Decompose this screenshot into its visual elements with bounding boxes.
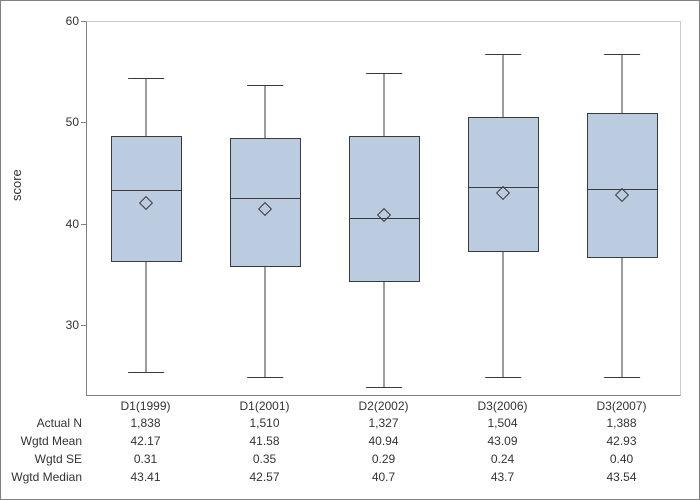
stat-row-label: Wgtd SE bbox=[1, 452, 86, 466]
stat-cell: 0.35 bbox=[253, 452, 276, 466]
whisker-lower bbox=[384, 282, 385, 386]
stat-cell: 1,838 bbox=[130, 416, 160, 430]
stat-cell: 0.31 bbox=[134, 452, 157, 466]
whisker-upper bbox=[384, 73, 385, 136]
stat-cell: 43.09 bbox=[487, 434, 517, 448]
stat-cell: 40.7 bbox=[372, 470, 395, 484]
y-axis-label: score bbox=[9, 169, 24, 201]
box-group bbox=[230, 22, 301, 397]
box-group bbox=[468, 22, 539, 397]
stat-row-label: Wgtd Mean bbox=[1, 434, 86, 448]
stat-cell: 1,388 bbox=[606, 416, 636, 430]
stat-cell: 42.17 bbox=[130, 434, 160, 448]
stat-cell: 41.58 bbox=[249, 434, 279, 448]
median-line bbox=[111, 190, 182, 191]
x-tick-label: D1(2001) bbox=[239, 399, 289, 413]
cap-min bbox=[129, 372, 165, 373]
plot-area bbox=[86, 21, 681, 396]
x-tick-label: D3(2007) bbox=[596, 399, 646, 413]
cap-max bbox=[129, 78, 165, 79]
whisker-lower bbox=[622, 258, 623, 377]
stat-cell: 1,510 bbox=[249, 416, 279, 430]
whisker-lower bbox=[265, 267, 266, 376]
y-tick-mark bbox=[81, 224, 86, 225]
whisker-lower bbox=[503, 252, 504, 377]
x-tick-label: D2(2002) bbox=[358, 399, 408, 413]
stat-row-label: Wgtd Median bbox=[1, 470, 86, 484]
y-tick-label: 50 bbox=[39, 115, 79, 129]
cap-max bbox=[605, 54, 641, 55]
box-group bbox=[587, 22, 658, 397]
x-tick-label: D3(2006) bbox=[477, 399, 527, 413]
box-group bbox=[111, 22, 182, 397]
box-iqr bbox=[587, 113, 658, 258]
cap-max bbox=[486, 54, 522, 55]
stat-cell: 1,327 bbox=[368, 416, 398, 430]
whisker-lower bbox=[146, 262, 147, 371]
cap-max bbox=[248, 85, 284, 86]
median-line bbox=[230, 198, 301, 199]
y-tick-label: 40 bbox=[39, 217, 79, 231]
y-tick-mark bbox=[81, 21, 86, 22]
box-group bbox=[349, 22, 420, 397]
y-tick-label: 30 bbox=[39, 318, 79, 332]
stat-row-label: Actual N bbox=[1, 416, 86, 430]
cap-min bbox=[248, 377, 284, 378]
y-tick-mark bbox=[81, 325, 86, 326]
y-tick-label: 60 bbox=[39, 14, 79, 28]
stat-cell: 0.29 bbox=[372, 452, 395, 466]
stat-cell: 0.24 bbox=[491, 452, 514, 466]
whisker-upper bbox=[622, 54, 623, 113]
cap-max bbox=[367, 73, 403, 74]
chart-root: score Actual N 1,838 1,510 1,327 1,504 1,388 W… bbox=[0, 0, 700, 500]
x-tick-label: D1(1999) bbox=[120, 399, 170, 413]
stat-cell: 42.57 bbox=[249, 470, 279, 484]
stat-cell: 40.94 bbox=[368, 434, 398, 448]
stat-cell: 43.41 bbox=[130, 470, 160, 484]
cap-min bbox=[486, 377, 522, 378]
y-tick-mark bbox=[81, 122, 86, 123]
whisker-upper bbox=[265, 85, 266, 138]
cap-min bbox=[605, 377, 641, 378]
stat-cell: 43.54 bbox=[606, 470, 636, 484]
stat-cell: 43.7 bbox=[491, 470, 514, 484]
stat-cell: 42.93 bbox=[606, 434, 636, 448]
stat-cell: 0.40 bbox=[610, 452, 633, 466]
cap-min bbox=[367, 387, 403, 388]
stat-cell: 1,504 bbox=[487, 416, 517, 430]
whisker-upper bbox=[503, 54, 504, 117]
whisker-upper bbox=[146, 78, 147, 136]
box-iqr bbox=[468, 117, 539, 252]
